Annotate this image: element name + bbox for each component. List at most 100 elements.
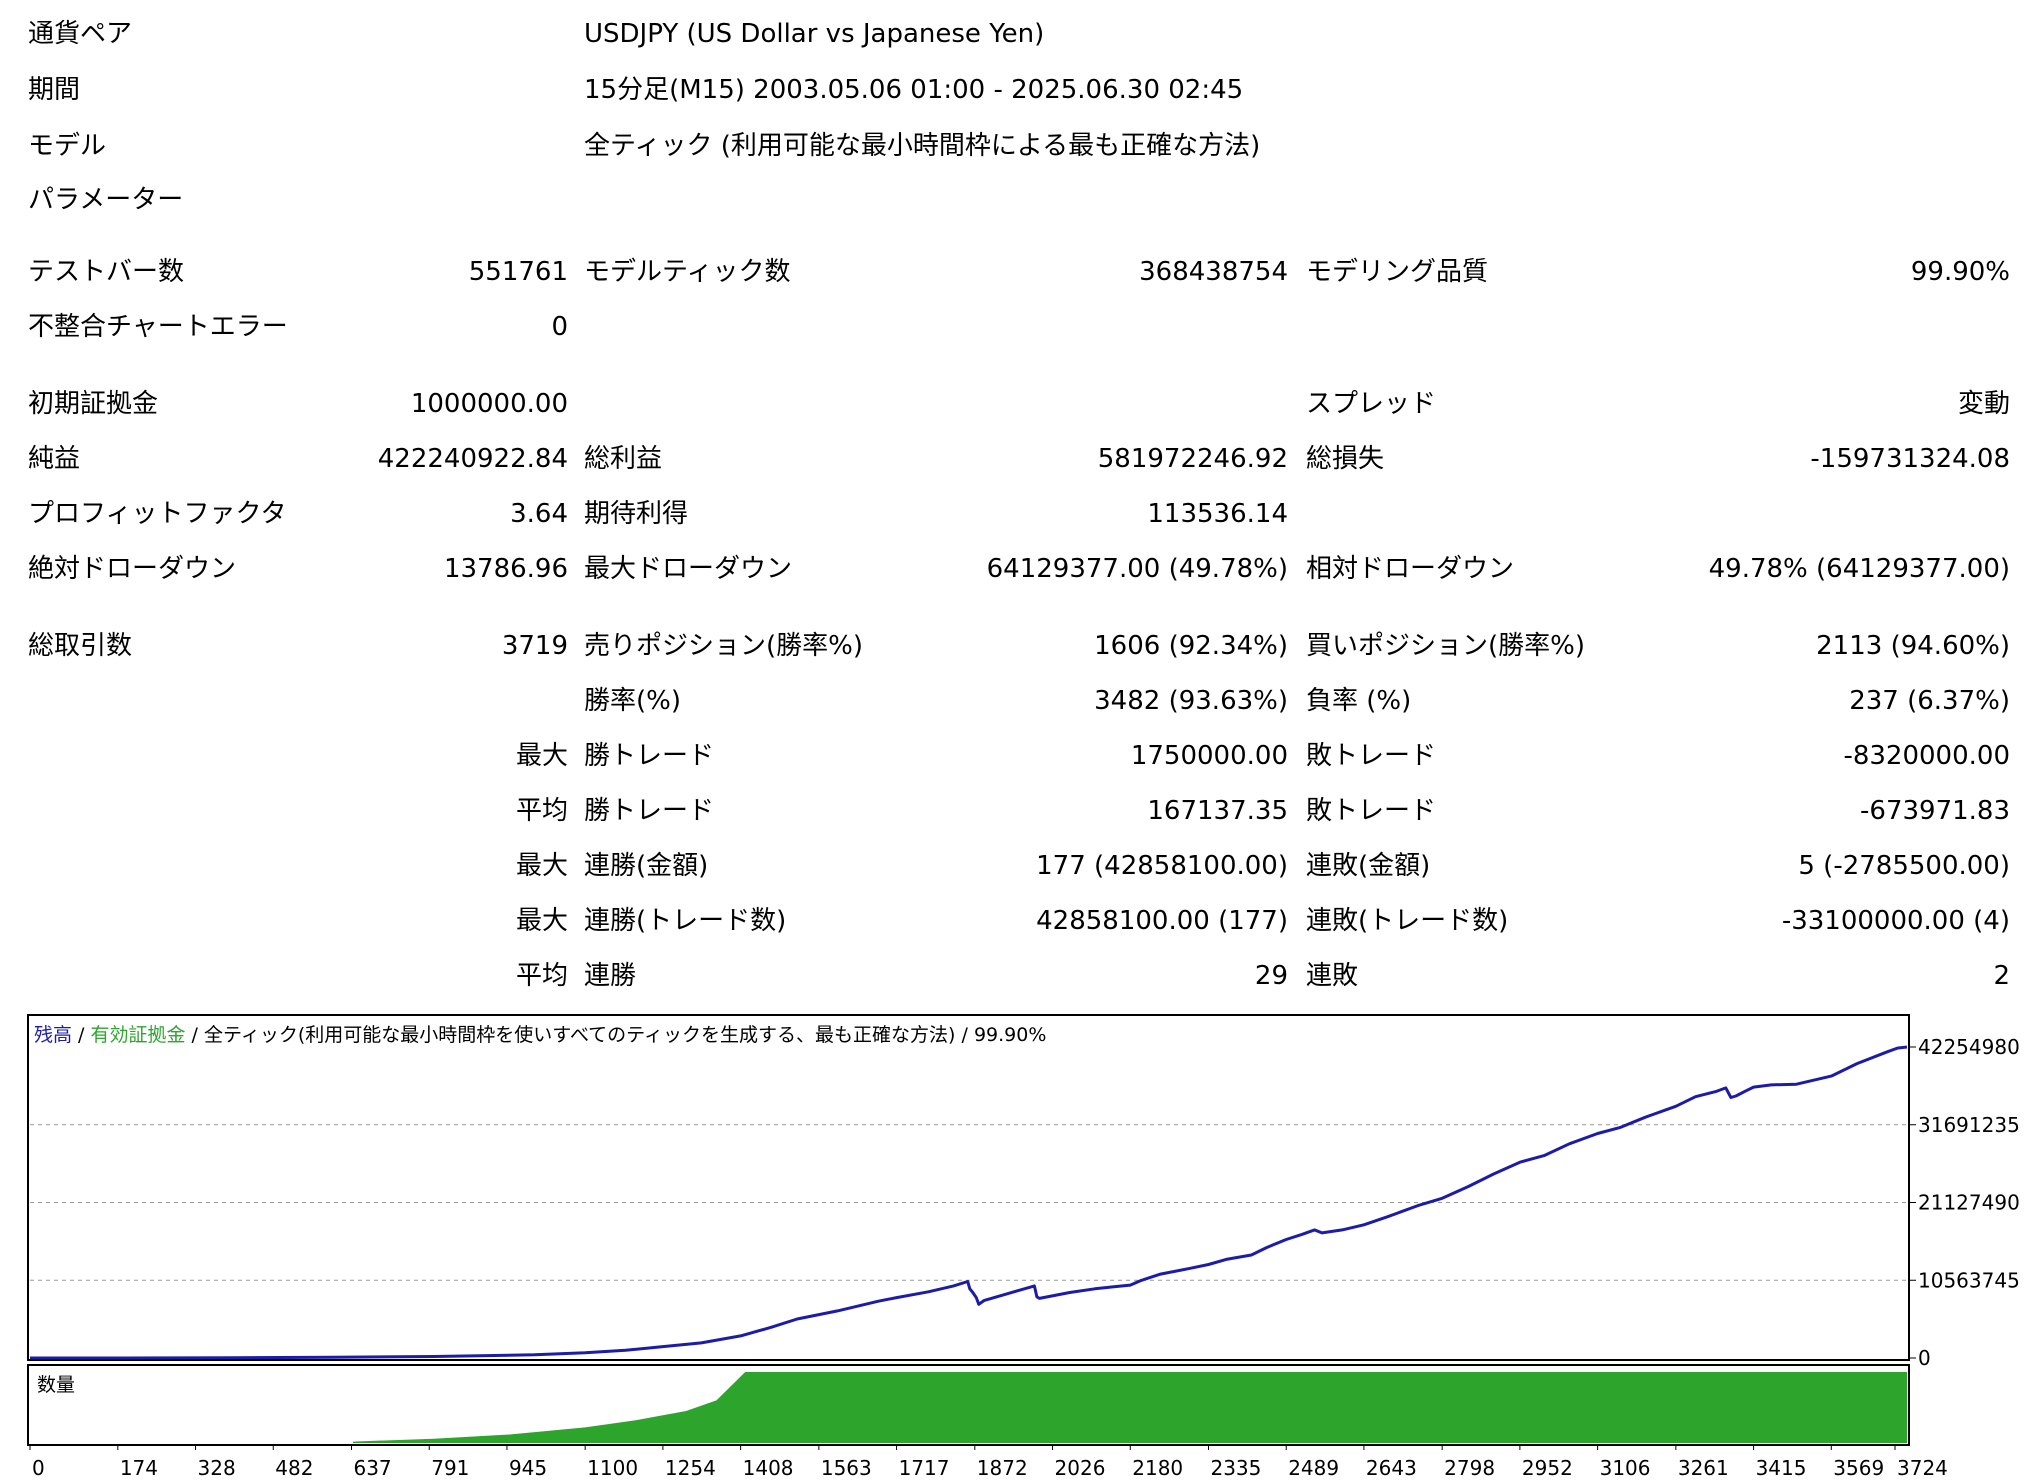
legend-balance: 残高 [34,1024,72,1046]
stat-label: 不整合チャートエラー [28,312,288,342]
stat-value: 113536.14 [1147,499,1288,529]
x-tick-label: 1717 [899,1456,950,1480]
stat-value: 167137.35 [1147,796,1288,826]
stat-value: 237 (6.37%) [1849,686,2010,716]
info-value: 15分足(M15) 2003.05.06 01:00 - 2025.06.30 … [584,75,1244,105]
stat-label: 負率 (%) [1306,686,1412,716]
balance-series-line [30,1045,1908,1360]
stat-label: 敗トレード [1306,796,1437,826]
info-label: モデル [28,131,107,161]
stat-value: 3482 (93.63%) [1094,686,1288,716]
y-tick-label: 42254980 [1918,1035,2020,1059]
stat-value: 422240922.84 [377,444,568,474]
stat-value: 1606 (92.34%) [1094,631,1288,661]
chart-header: 残高 / 有効証拠金 / 全ティック(利用可能な最小時間枠を使いすべてのティック… [34,1024,1046,1046]
stat-value: 49.78% (64129377.00) [1708,554,2010,584]
stat-label: スプレッド [1306,389,1437,419]
stat-value: 3.64 [510,499,568,529]
stat-label: 相対ドローダウン [1306,554,1515,584]
stat-value: 29 [1254,961,1288,991]
x-tick-label: 328 [198,1456,236,1480]
stat-value: 3719 [501,631,568,661]
volume-label: 数量 [37,1374,75,1396]
volume-bars [353,1372,1907,1443]
info-value: 全ティック (利用可能な最小時間枠による最も正確な方法) [584,131,1261,161]
x-tick-label: 1872 [977,1456,1028,1480]
stat-label: 期待利得 [584,499,689,529]
stat-value: 平均 [515,961,568,991]
stat-label: 最大ドローダウン [584,554,793,584]
volume-area [353,1372,1907,1443]
x-tick-label: 3106 [1600,1456,1651,1480]
stat-label: 純益 [28,444,81,474]
x-tick-label: 2180 [1132,1456,1183,1480]
info-label: 通貨ペア [28,19,133,49]
stat-label: 絶対ドローダウン [28,554,237,584]
x-tick-label: 2026 [1055,1456,1106,1480]
stat-value: 平均 [515,796,568,826]
stat-value: 最大 [515,741,568,771]
stat-value: -159731324.08 [1810,444,2010,474]
x-tick-label: 3724 [1897,1456,1948,1480]
y-tick-label: 10563745 [1918,1268,2020,1292]
stat-value: -33100000.00 (4) [1781,906,2010,936]
x-tick-label: 1254 [665,1456,716,1480]
stat-label: 総利益 [584,444,663,474]
x-tick-label: 637 [353,1456,391,1480]
x-tick-label: 174 [120,1456,158,1480]
stat-label: 総損失 [1306,444,1385,474]
x-tick-label: 2489 [1288,1456,1339,1480]
stat-label: 敗トレード [1306,741,1437,771]
y-axis: 42254980 31691235 21127490 10563745 0 [1909,1035,2020,1370]
x-tick-label: 2643 [1366,1456,1417,1480]
x-tick-label: 1563 [821,1456,872,1480]
stat-label: 連勝(金額) [584,851,709,881]
legend-quality: 99.90% [974,1024,1046,1046]
x-tick-label: 2798 [1444,1456,1495,1480]
stat-value: 2 [1993,961,2010,991]
stat-label: 買いポジション(勝率%) [1306,631,1585,661]
stat-label: モデリング品質 [1306,257,1489,287]
stat-label: テストバー数 [28,257,185,287]
info-label: 期間 [28,75,81,105]
legend-equity: 有効証拠金 [91,1024,186,1046]
stat-value: 99.90% [1910,257,2010,287]
stat-label: 連敗 [1306,961,1359,991]
stat-value: 5 (-2785500.00) [1798,851,2010,881]
stat-label: 連敗(金額) [1306,851,1431,881]
stat-value: 変動 [1957,389,2010,419]
x-tick-label: 791 [431,1456,469,1480]
stat-value: 2113 (94.60%) [1816,631,2010,661]
stat-label: 連勝(トレード数) [584,906,787,936]
x-tick-label: 2952 [1522,1456,1573,1480]
x-tick-label: 3261 [1678,1456,1729,1480]
x-axis: 0 174 328 482 637 791 945 1100 1254 1408 1563 1717 1… [29,1445,1948,1480]
stat-value: 368438754 [1139,257,1288,287]
stat-value: 0 [551,312,568,342]
stat-label: モデルティック数 [584,257,791,287]
stat-label: 連勝 [584,961,637,991]
main-chart-frame [27,1014,1910,1361]
stat-label: 初期証拠金 [28,389,159,419]
x-tick-label: 482 [275,1456,313,1480]
stat-value: 177 (42858100.00) [1036,851,1288,881]
stat-value: 42858100.00 (177) [1036,906,1288,936]
stat-value: 1000000.00 [410,389,568,419]
stat-value: -8320000.00 [1843,741,2010,771]
x-tick-label: 945 [509,1456,547,1480]
stat-value: -673971.83 [1860,796,2010,826]
x-tick-label: 0 [32,1456,45,1480]
stat-label: 勝トレード [584,741,715,771]
legend-model: 全ティック(利用可能な最小時間枠を使いすべてのティックを生成する、最も正確な方法… [204,1024,955,1046]
x-tick-label: 2335 [1210,1456,1261,1480]
stat-label: 連敗(トレード数) [1306,906,1509,936]
x-tick-label: 1100 [587,1456,638,1480]
stat-label: 売りポジション(勝率%) [584,631,863,661]
stat-label: 総取引数 [28,631,133,661]
x-tick-label: 3415 [1756,1456,1807,1480]
stat-label: プロフィットファクタ [28,499,287,529]
info-value: USDJPY (US Dollar vs Japanese Yen) [584,19,1045,49]
y-tick-label: 21127490 [1918,1191,2020,1215]
stat-value: 581972246.92 [1097,444,1288,474]
